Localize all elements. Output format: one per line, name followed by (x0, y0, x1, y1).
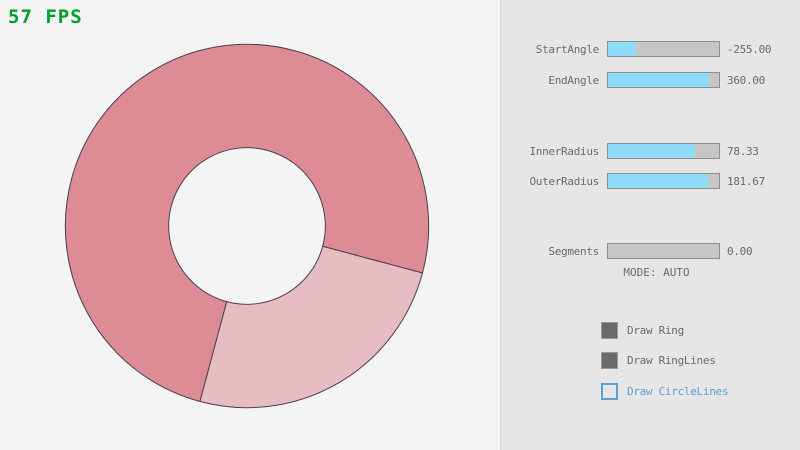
checkbox-label-draw-ring: Draw Ring (627, 323, 684, 337)
checkbox-draw-circle-lines[interactable]: Draw CircleLines (601, 381, 728, 401)
slider-outer-radius[interactable] (607, 173, 720, 189)
mode-label: MODE: AUTO (623, 266, 690, 279)
checkbox-box-icon-draw-ring-lines[interactable] (601, 351, 618, 369)
slider-value-inner-radius: 78.33 (727, 144, 759, 158)
slider-inner-radius[interactable] (607, 143, 720, 159)
slider-label-end-angle: EndAngle (548, 73, 599, 87)
slider-fill-end-angle (608, 73, 709, 87)
ring-segment-dark (64, 43, 430, 403)
slider-label-inner-radius: InnerRadius (529, 144, 599, 158)
slider-fill-start-angle (608, 42, 636, 56)
slider-segments[interactable] (607, 243, 720, 259)
slider-row-segments: Segments 0.00 (501, 242, 800, 260)
checkbox-box-icon-draw-circle-lines[interactable] (601, 382, 618, 400)
slider-row-start-angle: StartAngle -255.00 (501, 40, 800, 58)
slider-label-start-angle: StartAngle (535, 42, 600, 56)
checkbox-draw-ring[interactable]: Draw Ring (601, 320, 684, 340)
slider-value-start-angle: -255.00 (727, 42, 772, 56)
render-canvas[interactable]: 57 FPS (0, 0, 500, 450)
slider-fill-outer-radius (608, 174, 708, 188)
checkbox-label-draw-ring-lines: Draw RingLines (627, 353, 716, 367)
ring-segment-light (199, 245, 424, 409)
slider-label-segments: Segments (548, 244, 599, 258)
donut-ring-graphic (64, 43, 430, 409)
slider-value-segments: 0.00 (727, 244, 753, 258)
slider-end-angle[interactable] (607, 72, 720, 88)
slider-value-end-angle: 360.00 (727, 73, 765, 87)
slider-start-angle[interactable] (607, 41, 720, 57)
checkbox-label-draw-circle-lines: Draw CircleLines (627, 384, 729, 398)
checkbox-draw-ring-lines[interactable]: Draw RingLines (601, 350, 716, 370)
slider-fill-inner-radius (608, 144, 695, 158)
panel-divider (500, 0, 501, 450)
slider-label-outer-radius: OuterRadius (529, 174, 599, 188)
slider-row-inner-radius: InnerRadius 78.33 (501, 142, 800, 160)
slider-value-outer-radius: 181.67 (727, 174, 765, 188)
checkbox-box-icon-draw-ring[interactable] (601, 321, 618, 339)
fps-counter: 57 FPS (8, 6, 83, 28)
slider-row-outer-radius: OuterRadius 181.67 (501, 172, 800, 190)
slider-row-end-angle: EndAngle 360.00 (501, 71, 800, 89)
control-panel: StartAngle -255.00 EndAngle 360.00 InnerRadi… (501, 0, 800, 450)
